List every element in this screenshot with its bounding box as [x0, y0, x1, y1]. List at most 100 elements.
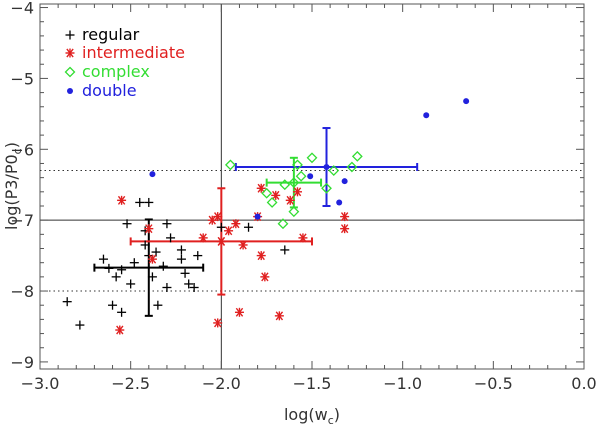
point-double [254, 213, 261, 220]
axis-tick-labels: −3.0 −2.5 −2.0 −1.5 −1.0 −0.5 0.0 −9 −8 −7 −6 −5 −4 [10, 0, 596, 393]
point-regular [135, 197, 145, 207]
point-regular [280, 245, 290, 255]
point-regular [98, 254, 108, 264]
legend-entry-regular: regular [65, 25, 140, 44]
x-tick-label: −1.0 [383, 374, 422, 393]
mean-point-complex [288, 177, 300, 189]
point-complex [224, 159, 236, 171]
y-tick-label: −7 [10, 211, 34, 230]
point-intermediate [292, 187, 302, 197]
point-regular [193, 251, 203, 261]
y-tick-label: −8 [10, 282, 34, 301]
point-intermediate [340, 224, 350, 234]
point-intermediate [144, 224, 154, 234]
point-regular [126, 279, 136, 289]
point-intermediate [274, 311, 284, 321]
point-regular [140, 240, 150, 250]
legend-marker-intermediate [65, 48, 75, 58]
point-double [307, 173, 314, 180]
x-tick-label: −1.5 [293, 374, 332, 393]
point-intermediate [115, 325, 125, 335]
point-regular [129, 258, 139, 268]
point-regular [117, 307, 127, 317]
mean-point-double [323, 164, 330, 171]
point-double [149, 171, 156, 178]
point-complex [292, 159, 303, 171]
point-regular [153, 300, 163, 310]
legend-marker-plus-icon [65, 30, 75, 40]
point-intermediate [285, 195, 295, 205]
point-regular [184, 279, 194, 289]
x-tick-label: 0.0 [571, 374, 596, 393]
legend: regular intermediate complex double [64, 25, 185, 100]
point-complex [328, 165, 340, 176]
point-double [463, 98, 470, 105]
legend-marker-complex [64, 66, 76, 78]
error-bars [93, 127, 419, 317]
point-complex [261, 187, 273, 199]
mean-point-intermediate [216, 236, 226, 246]
x-tick-label: −3.0 [21, 374, 60, 393]
legend-marker-double [67, 88, 73, 94]
y-axis-label: log(P3/P0c) [2, 142, 24, 230]
x-tick-label: −2.0 [202, 374, 241, 393]
point-regular [75, 320, 85, 330]
axis-ticks [39, 4, 585, 369]
point-complex [346, 161, 358, 173]
point-regular [176, 245, 186, 255]
point-complex [266, 197, 278, 208]
y-tick-label: −5 [10, 69, 34, 88]
point-intermediate [231, 219, 241, 229]
y-tick-label: −6 [10, 140, 34, 159]
point-intermediate [224, 226, 234, 236]
point-double [341, 178, 348, 185]
legend-label-intermediate: intermediate [82, 43, 185, 62]
legend-entry-intermediate: intermediate [65, 43, 185, 62]
point-regular [244, 222, 254, 232]
point-regular [162, 282, 172, 292]
point-intermediate [256, 251, 266, 261]
legend-marker-regular [65, 30, 75, 40]
point-regular [104, 263, 114, 273]
legend-entry-complex: complex [64, 62, 150, 81]
x-tick-label: −2.5 [111, 374, 150, 393]
y-tick-label: −4 [10, 0, 34, 18]
point-regular [151, 247, 161, 257]
x-axis-label: log(wc) [284, 405, 340, 427]
point-intermediate [234, 307, 244, 317]
point-intermediate [340, 212, 350, 222]
point-regular [189, 282, 199, 292]
point-complex [295, 170, 307, 182]
point-intermediate [271, 190, 281, 200]
point-regular [111, 272, 121, 282]
legend-marker-asterisk-icon [65, 48, 75, 58]
point-intermediate [207, 215, 217, 225]
point-regular [166, 233, 176, 243]
point-intermediate [213, 318, 223, 328]
reference-lines [40, 4, 584, 369]
point-regular [216, 222, 226, 232]
point-double [336, 199, 343, 206]
point-regular [117, 265, 127, 275]
legend-entry-double: double [67, 81, 137, 100]
point-intermediate [198, 233, 208, 243]
legend-label-regular: regular [82, 25, 140, 44]
point-regular [162, 219, 172, 229]
point-regular [144, 197, 154, 207]
point-complex [277, 218, 289, 230]
point-intermediate [256, 183, 266, 193]
point-regular [176, 254, 186, 264]
y-tick-label: −9 [10, 353, 34, 372]
point-regular [108, 300, 118, 310]
point-intermediate [147, 254, 157, 264]
point-regular [180, 268, 190, 278]
point-intermediate [298, 233, 308, 243]
legend-marker-diamond-icon [64, 66, 76, 78]
point-regular [122, 219, 132, 229]
legend-label-complex: complex [82, 62, 150, 81]
point-regular [62, 297, 72, 307]
x-tick-label: −0.5 [474, 374, 513, 393]
mean-point-regular [144, 263, 154, 273]
point-intermediate [238, 240, 248, 250]
